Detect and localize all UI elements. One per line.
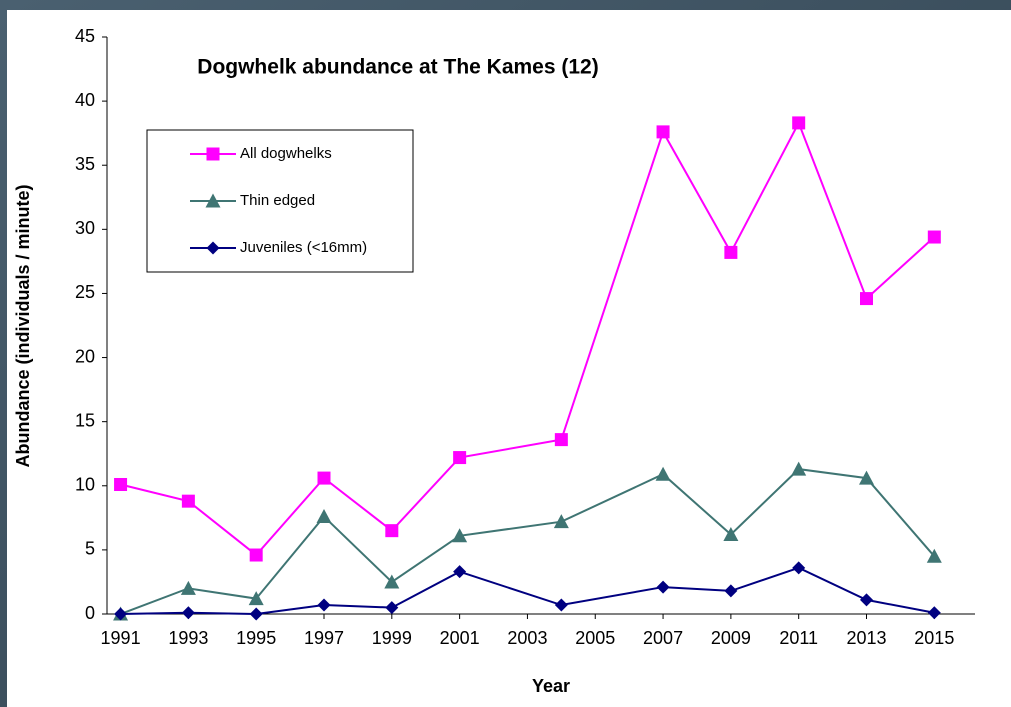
series-line xyxy=(120,468,936,615)
x-tick-label: 1991 xyxy=(101,628,141,648)
marker xyxy=(791,461,807,476)
marker xyxy=(385,524,399,538)
series-line xyxy=(120,566,935,616)
y-tick-label: 40 xyxy=(75,90,95,110)
x-tick-label: 2013 xyxy=(846,628,886,648)
marker xyxy=(181,494,195,508)
marker xyxy=(180,580,196,595)
y-tick-label: 5 xyxy=(85,539,95,559)
marker xyxy=(316,509,332,524)
marker xyxy=(317,598,331,612)
x-tick-label: 2003 xyxy=(507,628,547,648)
marker xyxy=(554,433,568,447)
y-tick-label: 30 xyxy=(75,218,95,238)
x-tick-label: 2007 xyxy=(643,628,683,648)
marker xyxy=(453,565,467,579)
marker xyxy=(724,584,738,598)
y-axis-label: Abundance (individuals / minute) xyxy=(13,184,33,467)
marker xyxy=(452,528,468,543)
legend-label: All dogwhelks xyxy=(240,145,332,162)
marker xyxy=(317,471,331,485)
legend-marker xyxy=(205,193,221,208)
marker xyxy=(385,601,399,615)
x-tick-label: 2011 xyxy=(779,628,818,648)
marker xyxy=(554,598,568,612)
chart-panel xyxy=(7,10,1011,707)
x-tick-label: 1993 xyxy=(168,628,208,648)
marker xyxy=(248,591,264,606)
legend-label: Juveniles (<16mm) xyxy=(240,239,367,256)
marker xyxy=(656,125,670,139)
marker xyxy=(384,574,400,589)
x-axis-label: Year xyxy=(532,676,570,696)
x-tick-label: 2009 xyxy=(711,628,751,648)
marker xyxy=(860,593,873,607)
chart-title: Dogwhelk abundance at The Kames (12) xyxy=(197,56,598,79)
y-tick-label: 35 xyxy=(75,154,95,174)
x-tick-label: 1995 xyxy=(236,628,276,648)
marker xyxy=(453,451,467,465)
y-tick-label: 0 xyxy=(85,603,95,623)
marker xyxy=(723,527,739,542)
y-tick-label: 20 xyxy=(75,346,95,366)
marker xyxy=(655,466,671,481)
marker xyxy=(249,548,263,562)
y-tick-label: 25 xyxy=(75,282,95,302)
marker xyxy=(927,230,941,244)
x-tick-label: 2005 xyxy=(575,628,615,648)
marker xyxy=(859,470,874,485)
marker xyxy=(860,292,873,306)
legend-label: Thin edged xyxy=(240,192,315,209)
marker xyxy=(114,477,128,491)
marker xyxy=(926,548,942,563)
legend-marker xyxy=(206,241,220,255)
marker xyxy=(792,116,806,130)
marker xyxy=(553,514,569,529)
x-tick-label: 2015 xyxy=(914,628,954,648)
marker xyxy=(656,580,670,594)
legend-marker xyxy=(206,147,220,161)
y-tick-label: 45 xyxy=(75,26,95,46)
marker xyxy=(724,245,738,259)
series-line xyxy=(120,120,935,557)
x-tick-label: 1999 xyxy=(372,628,412,648)
y-tick-label: 10 xyxy=(75,475,95,495)
marker xyxy=(927,606,941,620)
marker xyxy=(249,607,263,621)
marker xyxy=(114,607,128,621)
y-tick-label: 15 xyxy=(75,410,95,430)
marker xyxy=(792,561,806,575)
x-tick-label: 2001 xyxy=(440,628,480,648)
x-tick-label: 1997 xyxy=(304,628,344,648)
marker xyxy=(181,606,195,620)
